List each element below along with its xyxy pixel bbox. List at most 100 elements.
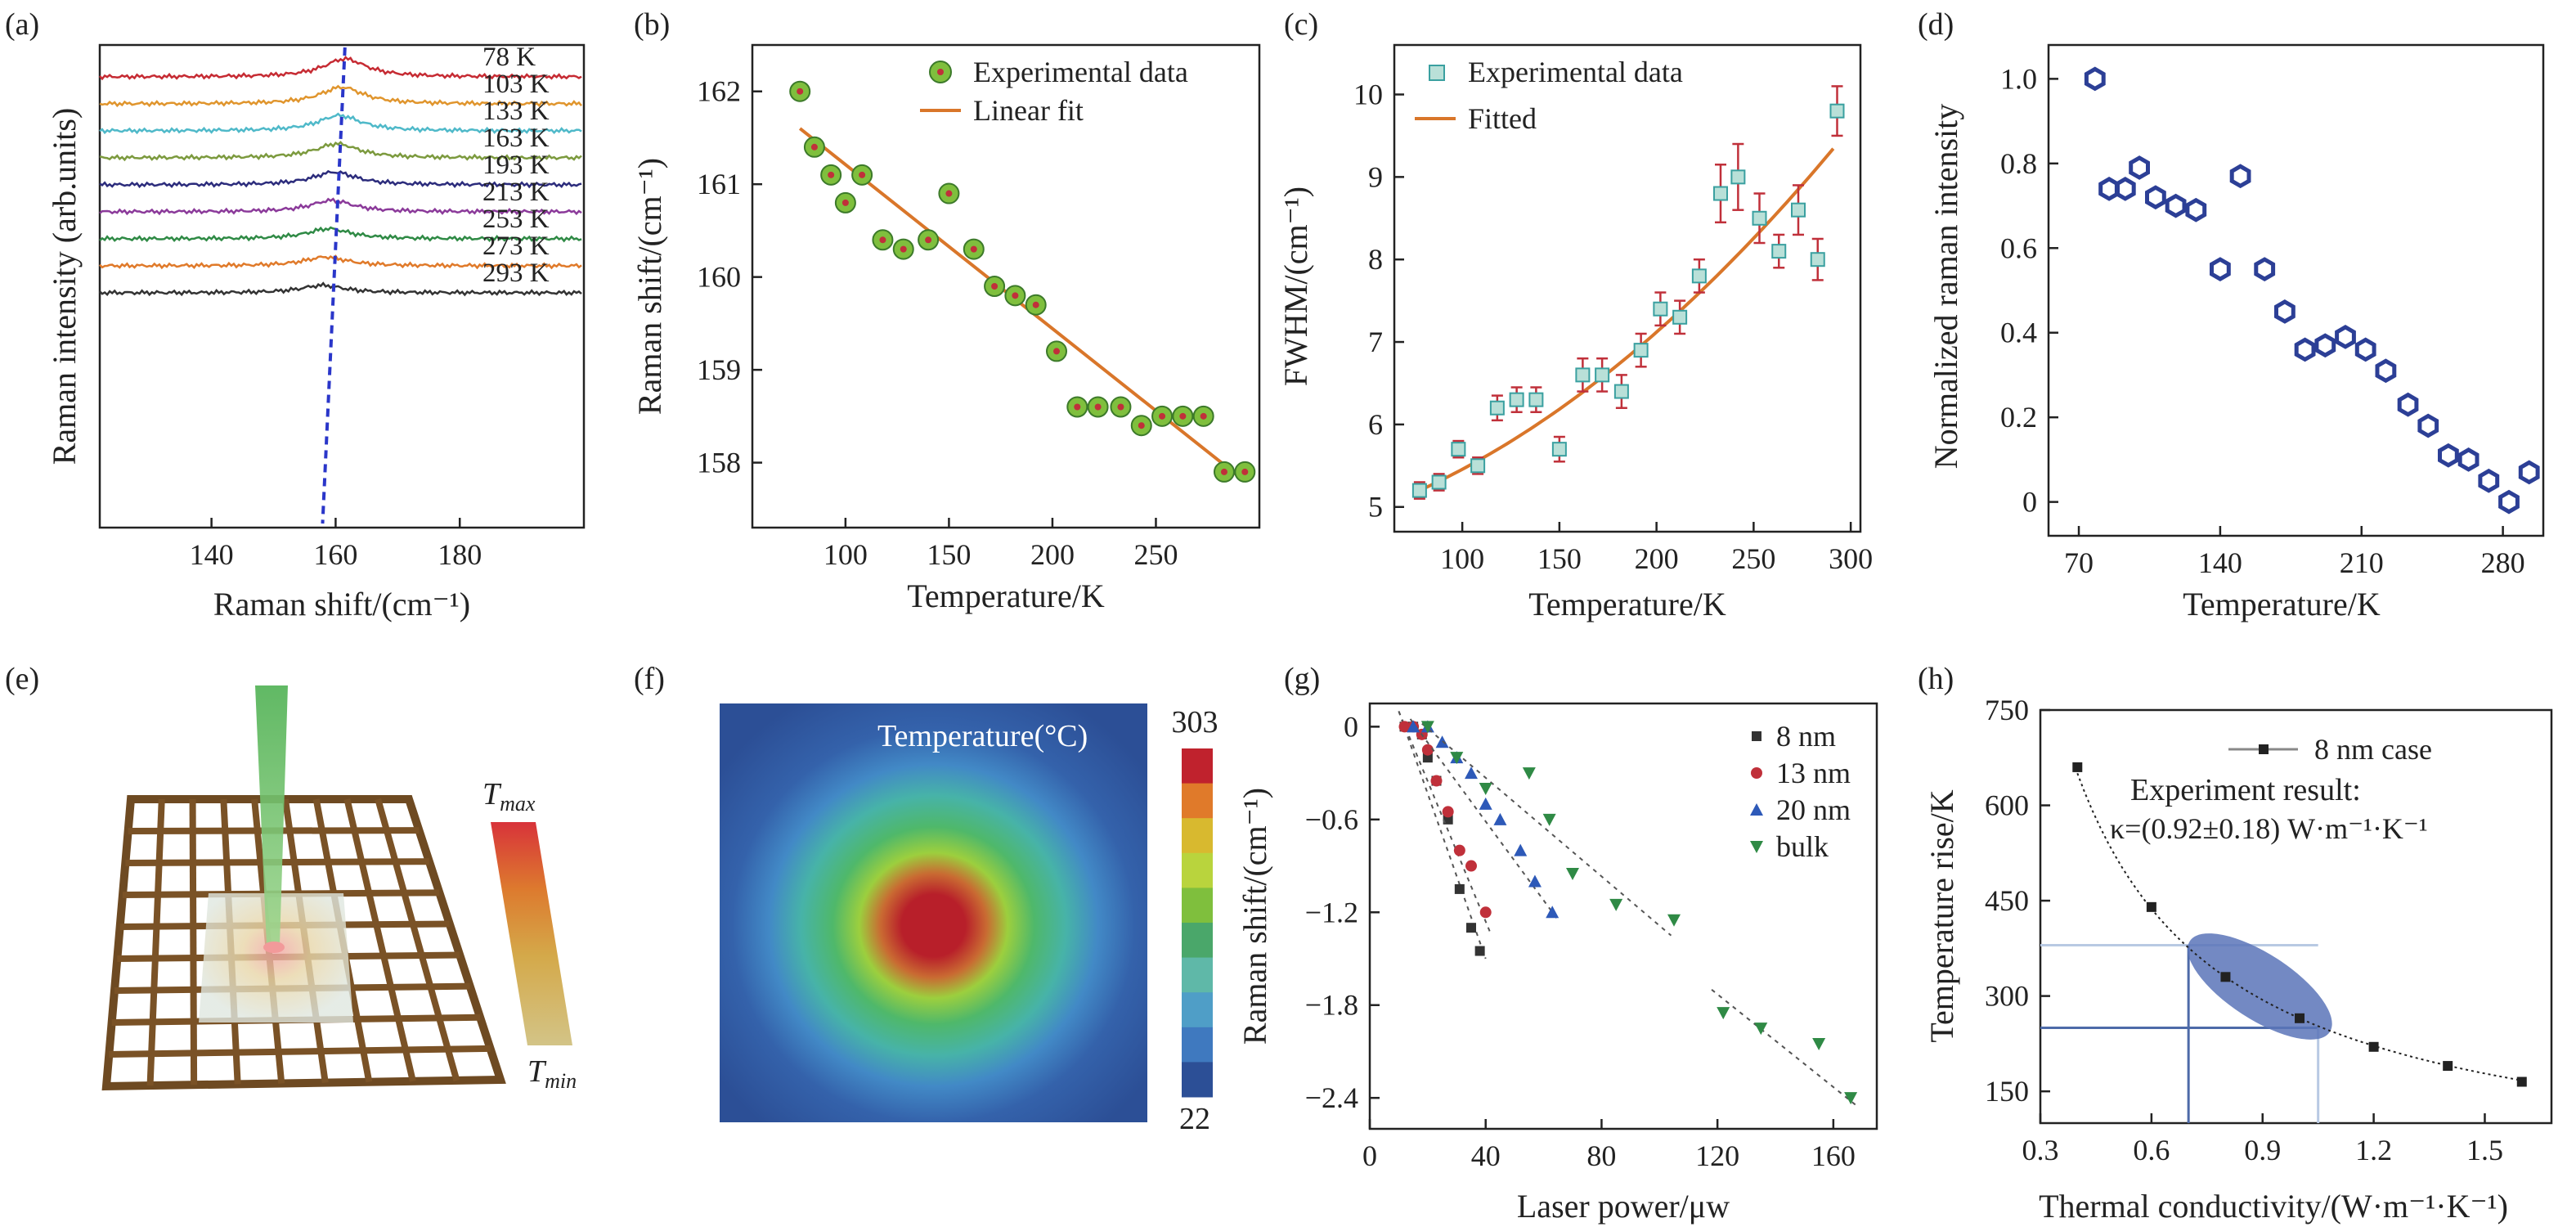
panel-e-heated-region: [199, 893, 353, 1022]
point-1-0: [1398, 721, 1411, 733]
data-point-center-15: [1094, 403, 1102, 411]
x-tick-label-2: 0.9: [2244, 1134, 2281, 1166]
panel-label-a: (a): [5, 7, 39, 42]
y-tick-label-2: 450: [1985, 884, 2029, 917]
data-point-center-11: [1012, 292, 1019, 299]
data-point-11: [2294, 337, 2316, 362]
colorbar-segment-3: [1182, 852, 1213, 888]
y-tick-label-2: −1.2: [1305, 896, 1358, 928]
data-point-15: [2375, 358, 2397, 384]
data-point-center-14: [1074, 403, 1081, 411]
point-0-8: [1474, 946, 1485, 956]
x-tick-label-3: 120: [1695, 1139, 1739, 1172]
data-point-3: [2295, 1013, 2305, 1023]
fit-line-3-2: [1711, 989, 1857, 1107]
point-3-11: [1844, 1092, 1858, 1105]
x-tick-label-1: 140: [2198, 546, 2242, 579]
data-point-20: [2478, 468, 2500, 493]
legend-marker-1: [1751, 767, 1762, 779]
panel-e-schematic: Tmax Tmin: [101, 685, 577, 1093]
spectrum-line-8: [99, 281, 582, 297]
data-point-9: [2254, 257, 2276, 281]
y-tick-label-4: 9: [1368, 160, 1383, 193]
data-point-15: [1713, 186, 1728, 201]
x-tick-label-4: 160: [1811, 1139, 1856, 1172]
panel-f-title: Temperature(°C): [877, 719, 1088, 753]
y-tick-label-3: 161: [697, 168, 741, 200]
point-3-10: [1812, 1038, 1826, 1050]
data-point-center-10: [991, 283, 999, 290]
panel-b-legend-fit: Linear fit: [973, 94, 1084, 127]
data-point-14: [1691, 268, 1707, 284]
y-tick-label-1: 6: [1368, 408, 1383, 441]
point-0-7: [1466, 923, 1476, 933]
point-3-6: [1609, 898, 1623, 911]
x-tick-label-3: 280: [2481, 546, 2525, 579]
x-tick-label-0: 0: [1362, 1139, 1377, 1172]
data-point-18: [1771, 244, 1787, 259]
data-point-6: [2185, 197, 2207, 222]
panel-g-shift-vs-power: 0 40 80 120 160 0 −0.6 −1.2 −1.8 −2.4 Laser power…: [1236, 702, 1878, 1225]
y-tick-label-2: 160: [697, 261, 741, 294]
point-3-3: [1522, 767, 1536, 780]
data-point-center-1: [810, 143, 818, 151]
data-point-center-20: [1200, 412, 1207, 420]
point-1-8: [1479, 906, 1492, 919]
panel-c-legend: Experimental data Fitted: [1415, 56, 1683, 135]
data-point-center-13: [1053, 348, 1060, 355]
data-point-4: [1489, 400, 1505, 416]
data-point-11: [1633, 343, 1649, 358]
data-point-8: [2229, 164, 2251, 189]
data-point-0: [2084, 66, 2106, 92]
panel-c-fwhm-vs-temperature: 100 150 200 250 300 5 6 7 8 9 10 Temperature/K FWH…: [1277, 43, 1873, 622]
panel-c-legend-data: Experimental data: [1468, 56, 1683, 88]
spectrum-line-3: [99, 141, 582, 162]
data-point-9: [1595, 367, 1610, 383]
legend-marker-0: [1752, 731, 1761, 741]
y-tick-label-4: −2.4: [1305, 1081, 1358, 1114]
panel-b-ylabel: Raman shift/(cm⁻¹): [631, 158, 668, 415]
point-2-8: [1528, 874, 1542, 888]
spectrum-label-4: 193 K: [482, 151, 550, 180]
y-tick-label-0: 0: [1344, 710, 1358, 743]
data-point-3: [1470, 458, 1486, 474]
panel-b-xlabel: Temperature/K: [907, 578, 1105, 614]
panel-a-ylabel: Raman intensity (arb.units): [46, 108, 83, 465]
x-tick-label-1: 40: [1471, 1139, 1501, 1172]
data-point-6: [2516, 1076, 2527, 1087]
data-point-16: [1730, 169, 1746, 185]
data-point-center-22: [1241, 468, 1249, 475]
colorbar-segment-2: [1182, 818, 1213, 854]
point-2-9: [1546, 906, 1560, 919]
data-point-center-2: [828, 171, 835, 178]
panel-label-d: (d): [1918, 7, 1954, 42]
mesh-col-7: [343, 798, 416, 1082]
x-tick-label-3: 1.2: [2355, 1134, 2392, 1166]
panel-g-ylabel: Raman shift/(cm⁻¹): [1236, 788, 1273, 1045]
data-point-13: [1672, 309, 1688, 325]
colorbar-segment-6: [1182, 957, 1213, 993]
data-point-center-17: [1138, 422, 1145, 429]
y-tick-label-3: 0.6: [2000, 231, 2037, 264]
spectrum-line-0: [99, 55, 582, 81]
peak-trend-line: [321, 47, 347, 524]
panel-e-laser-beam: [255, 685, 288, 945]
fit-line-0-0: [1398, 711, 1487, 960]
x-tick-label-0: 100: [1440, 542, 1484, 575]
data-point-16: [2397, 392, 2419, 417]
panel-e-tmin-label: Tmin: [527, 1054, 577, 1093]
panel-h-annotation-title: Experiment result:: [2130, 773, 2361, 807]
x-tick-label-2: 200: [1030, 538, 1075, 571]
data-point-5: [2443, 1061, 2453, 1072]
spectrum-line-4: [99, 169, 582, 189]
data-point-10: [1613, 384, 1629, 399]
y-tick-label-4: 750: [1985, 694, 2029, 726]
data-point-18: [2438, 443, 2459, 468]
data-point-17: [1752, 210, 1767, 226]
data-point-center-19: [1179, 412, 1187, 420]
panel-c-legend-fit: Fitted: [1468, 102, 1537, 135]
panel-label-f: (f): [634, 662, 665, 696]
point-3-0: [1420, 721, 1434, 734]
data-point-center-4: [859, 171, 866, 178]
panel-f-colorbar: [1182, 748, 1213, 1098]
